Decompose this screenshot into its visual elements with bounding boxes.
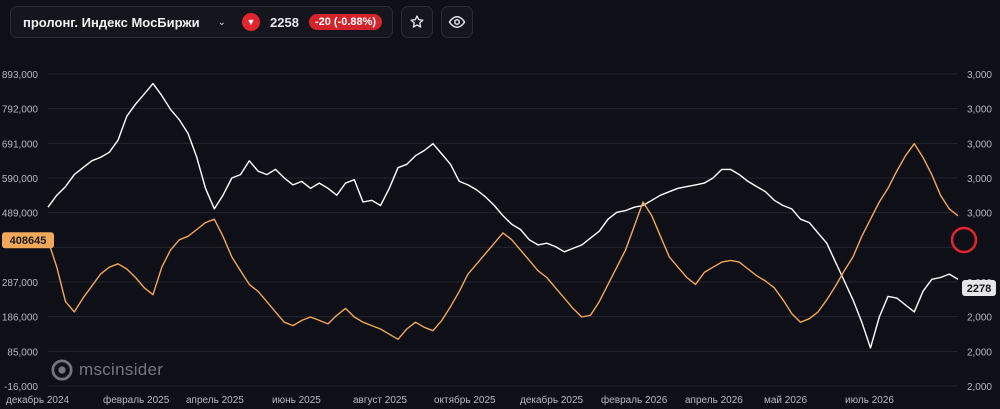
right-tick-label: 2,000 bbox=[967, 382, 992, 393]
left-tick-label: 186,000 bbox=[2, 313, 39, 324]
right-value-marker-label: 2278 bbox=[967, 283, 991, 295]
left-tick-label: 85,000 bbox=[7, 347, 38, 358]
x-tick-label: декабрь 2024 bbox=[6, 394, 70, 406]
right-tick-label: 3,000 bbox=[967, 70, 992, 81]
right-tick-label: 3,000 bbox=[967, 174, 992, 185]
right-tick-label: 3,000 bbox=[967, 209, 992, 220]
x-tick-label: февраль 2026 bbox=[601, 394, 668, 406]
left-tick-label: 590,000 bbox=[2, 174, 39, 185]
x-tick-label: апрель 2026 bbox=[685, 395, 743, 406]
x-tick-label: июнь 2025 bbox=[272, 395, 321, 406]
eye-icon bbox=[448, 15, 466, 29]
left-axis: 893,000 792,000 691,000 590,000 489,000 287,0… bbox=[2, 70, 39, 393]
left-value-marker-label: 408645 bbox=[10, 235, 47, 247]
x-tick-label: декабрь 2025 bbox=[520, 394, 584, 406]
left-tick-label: -16,000 bbox=[4, 382, 38, 393]
left-value-marker bbox=[2, 232, 54, 249]
toolbar: пролонг. Индекс МосБиржи ⌄ ▼ 2258 -20 (-… bbox=[10, 6, 474, 38]
right-tick-label: 2,000 bbox=[967, 347, 992, 358]
right-tick-label: 3,000 bbox=[967, 139, 992, 150]
x-tick-label: апрель 2025 bbox=[186, 395, 244, 406]
x-tick-label: май 2026 bbox=[764, 395, 807, 406]
x-tick-label: август 2025 bbox=[353, 395, 407, 406]
grid bbox=[48, 73, 958, 387]
watermark: mscinsider bbox=[51, 359, 163, 381]
visibility-button[interactable] bbox=[441, 6, 474, 38]
price-change-badge: -20 (-0.88%) bbox=[308, 14, 383, 30]
current-price: 2258 bbox=[270, 14, 299, 30]
series-lines bbox=[47, 82, 959, 349]
x-tick-label: июль 2026 bbox=[845, 395, 894, 406]
left-tick-label: 489,000 bbox=[2, 209, 39, 220]
favorite-button[interactable] bbox=[401, 6, 434, 38]
left-tick-label: 893,000 bbox=[2, 70, 39, 81]
star-icon bbox=[410, 15, 424, 28]
left-tick-label: 691,000 bbox=[2, 139, 39, 150]
x-tick-label: октябрь 2025 bbox=[434, 394, 496, 406]
x-tick-label: февраль 2025 bbox=[103, 394, 170, 406]
highlight-circle bbox=[950, 226, 978, 254]
chevron-down-icon: ⌄ bbox=[217, 16, 227, 28]
watermark-text: mscinsider bbox=[79, 360, 164, 379]
right-value-marker bbox=[962, 280, 996, 296]
triangle-down-icon: ▼ bbox=[242, 13, 261, 31]
logo-icon bbox=[51, 359, 73, 381]
open-interest-line bbox=[47, 82, 959, 349]
left-tick-label: 287,000 bbox=[2, 278, 39, 289]
instrument-name: пролонг. Индекс МосБиржи bbox=[23, 14, 200, 30]
price-line bbox=[47, 143, 959, 340]
instrument-selector[interactable]: пролонг. Индекс МосБиржи ⌄ ▼ 2258 -20 (-… bbox=[10, 6, 394, 38]
markers: 408645 2278 bbox=[2, 226, 996, 296]
left-tick-label: 792,000 bbox=[2, 105, 39, 116]
right-tick-label: 3,000 bbox=[967, 105, 992, 116]
x-axis: декабрь 2024 февраль 2025 апрель 2025 июнь … bbox=[6, 394, 894, 406]
right-tick-label: 2,000 bbox=[967, 313, 992, 324]
